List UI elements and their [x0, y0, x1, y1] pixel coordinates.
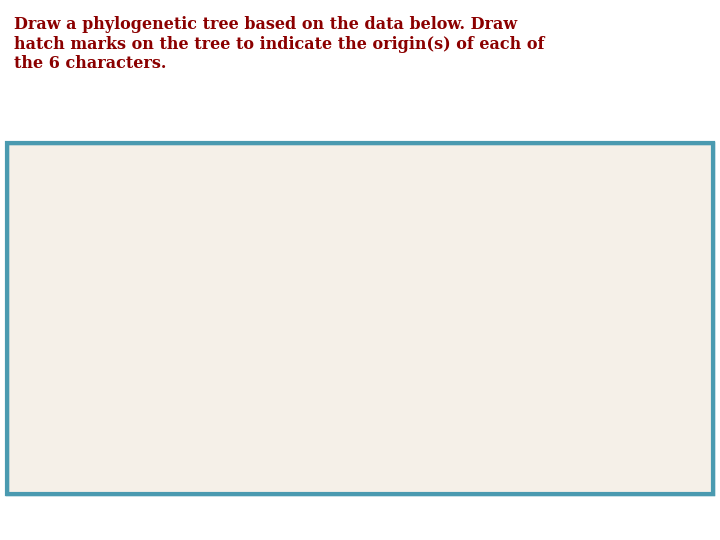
- Text: 0: 0: [157, 350, 166, 364]
- Text: 1: 1: [496, 350, 505, 364]
- Text: 1*: 1*: [662, 316, 678, 330]
- Text: 1: 1: [581, 316, 590, 330]
- Text: 1: 1: [666, 250, 675, 264]
- Text: 0: 0: [157, 284, 166, 297]
- Text: Salamander: Salamander: [407, 163, 479, 235]
- Text: 1: 1: [326, 250, 336, 264]
- Text: Four limbs: Four limbs: [13, 316, 96, 330]
- Text: Tuna: Tuna: [322, 200, 356, 235]
- Text: 1: 1: [411, 284, 420, 297]
- Text: 0: 0: [157, 250, 166, 264]
- Text: 1: 1: [666, 383, 675, 397]
- Text: *Although adult dolphins have only two obvious limbs (their flippers), as embryo: *Although adult dolphins have only two o…: [13, 443, 515, 462]
- Text: 1: 1: [581, 250, 590, 264]
- Text: 1: 1: [411, 316, 420, 330]
- Text: 0: 0: [242, 416, 251, 430]
- Text: Hinged jaw: Hinged jaw: [13, 284, 101, 297]
- Text: 0: 0: [581, 416, 590, 430]
- Text: 1: 1: [581, 350, 590, 364]
- Text: 1: 1: [496, 316, 505, 330]
- Text: 0: 0: [327, 350, 336, 364]
- Text: 0: 0: [411, 350, 420, 364]
- Text: 1: 1: [666, 416, 675, 430]
- Text: Turtle: Turtle: [492, 194, 532, 235]
- Text: 1: 1: [242, 250, 251, 264]
- Text: 0: 0: [496, 383, 505, 397]
- Text: © 2011 Pearson Education, Inc.: © 2011 Pearson Education, Inc.: [11, 484, 145, 492]
- Text: 0: 0: [242, 383, 251, 397]
- Text: 0: 0: [411, 416, 420, 430]
- Text: 0: 0: [157, 416, 166, 430]
- Text: 1: 1: [666, 284, 675, 297]
- Text: Backbone: Backbone: [13, 250, 90, 264]
- Text: Leopard: Leopard: [576, 183, 629, 235]
- Text: 0: 0: [327, 383, 336, 397]
- Text: 1: 1: [581, 383, 590, 397]
- Text: 1: 1: [326, 416, 336, 430]
- Text: 1: 1: [326, 284, 336, 297]
- Text: 0: 0: [411, 383, 420, 397]
- Text: 1: 1: [496, 284, 505, 297]
- Text: 0: 0: [242, 284, 251, 297]
- Text: 0: 0: [496, 416, 505, 430]
- Text: 0: 0: [242, 316, 251, 330]
- Text: Dolphin: Dolphin: [661, 184, 712, 235]
- Text: Amnion: Amnion: [13, 350, 73, 364]
- Text: Milk: Milk: [13, 383, 48, 397]
- Text: Lancelet
(outgroup): Lancelet (outgroup): [141, 158, 219, 235]
- Text: 0: 0: [327, 316, 336, 330]
- Text: 0: 0: [242, 350, 251, 364]
- Text: 1: 1: [666, 350, 675, 364]
- Text: 1: 1: [411, 250, 420, 264]
- Text: Draw a phylogenetic tree based on the data below. Draw
hatch marks on the tree t: Draw a phylogenetic tree based on the da…: [14, 16, 545, 72]
- Text: Lamprey: Lamprey: [237, 180, 292, 235]
- Text: Character: Character: [24, 215, 102, 230]
- Text: 1: 1: [496, 250, 505, 264]
- Text: Dorsal fin: Dorsal fin: [13, 416, 90, 430]
- Text: 1: 1: [581, 284, 590, 297]
- Text: 0: 0: [157, 383, 166, 397]
- Text: 0: 0: [157, 316, 166, 330]
